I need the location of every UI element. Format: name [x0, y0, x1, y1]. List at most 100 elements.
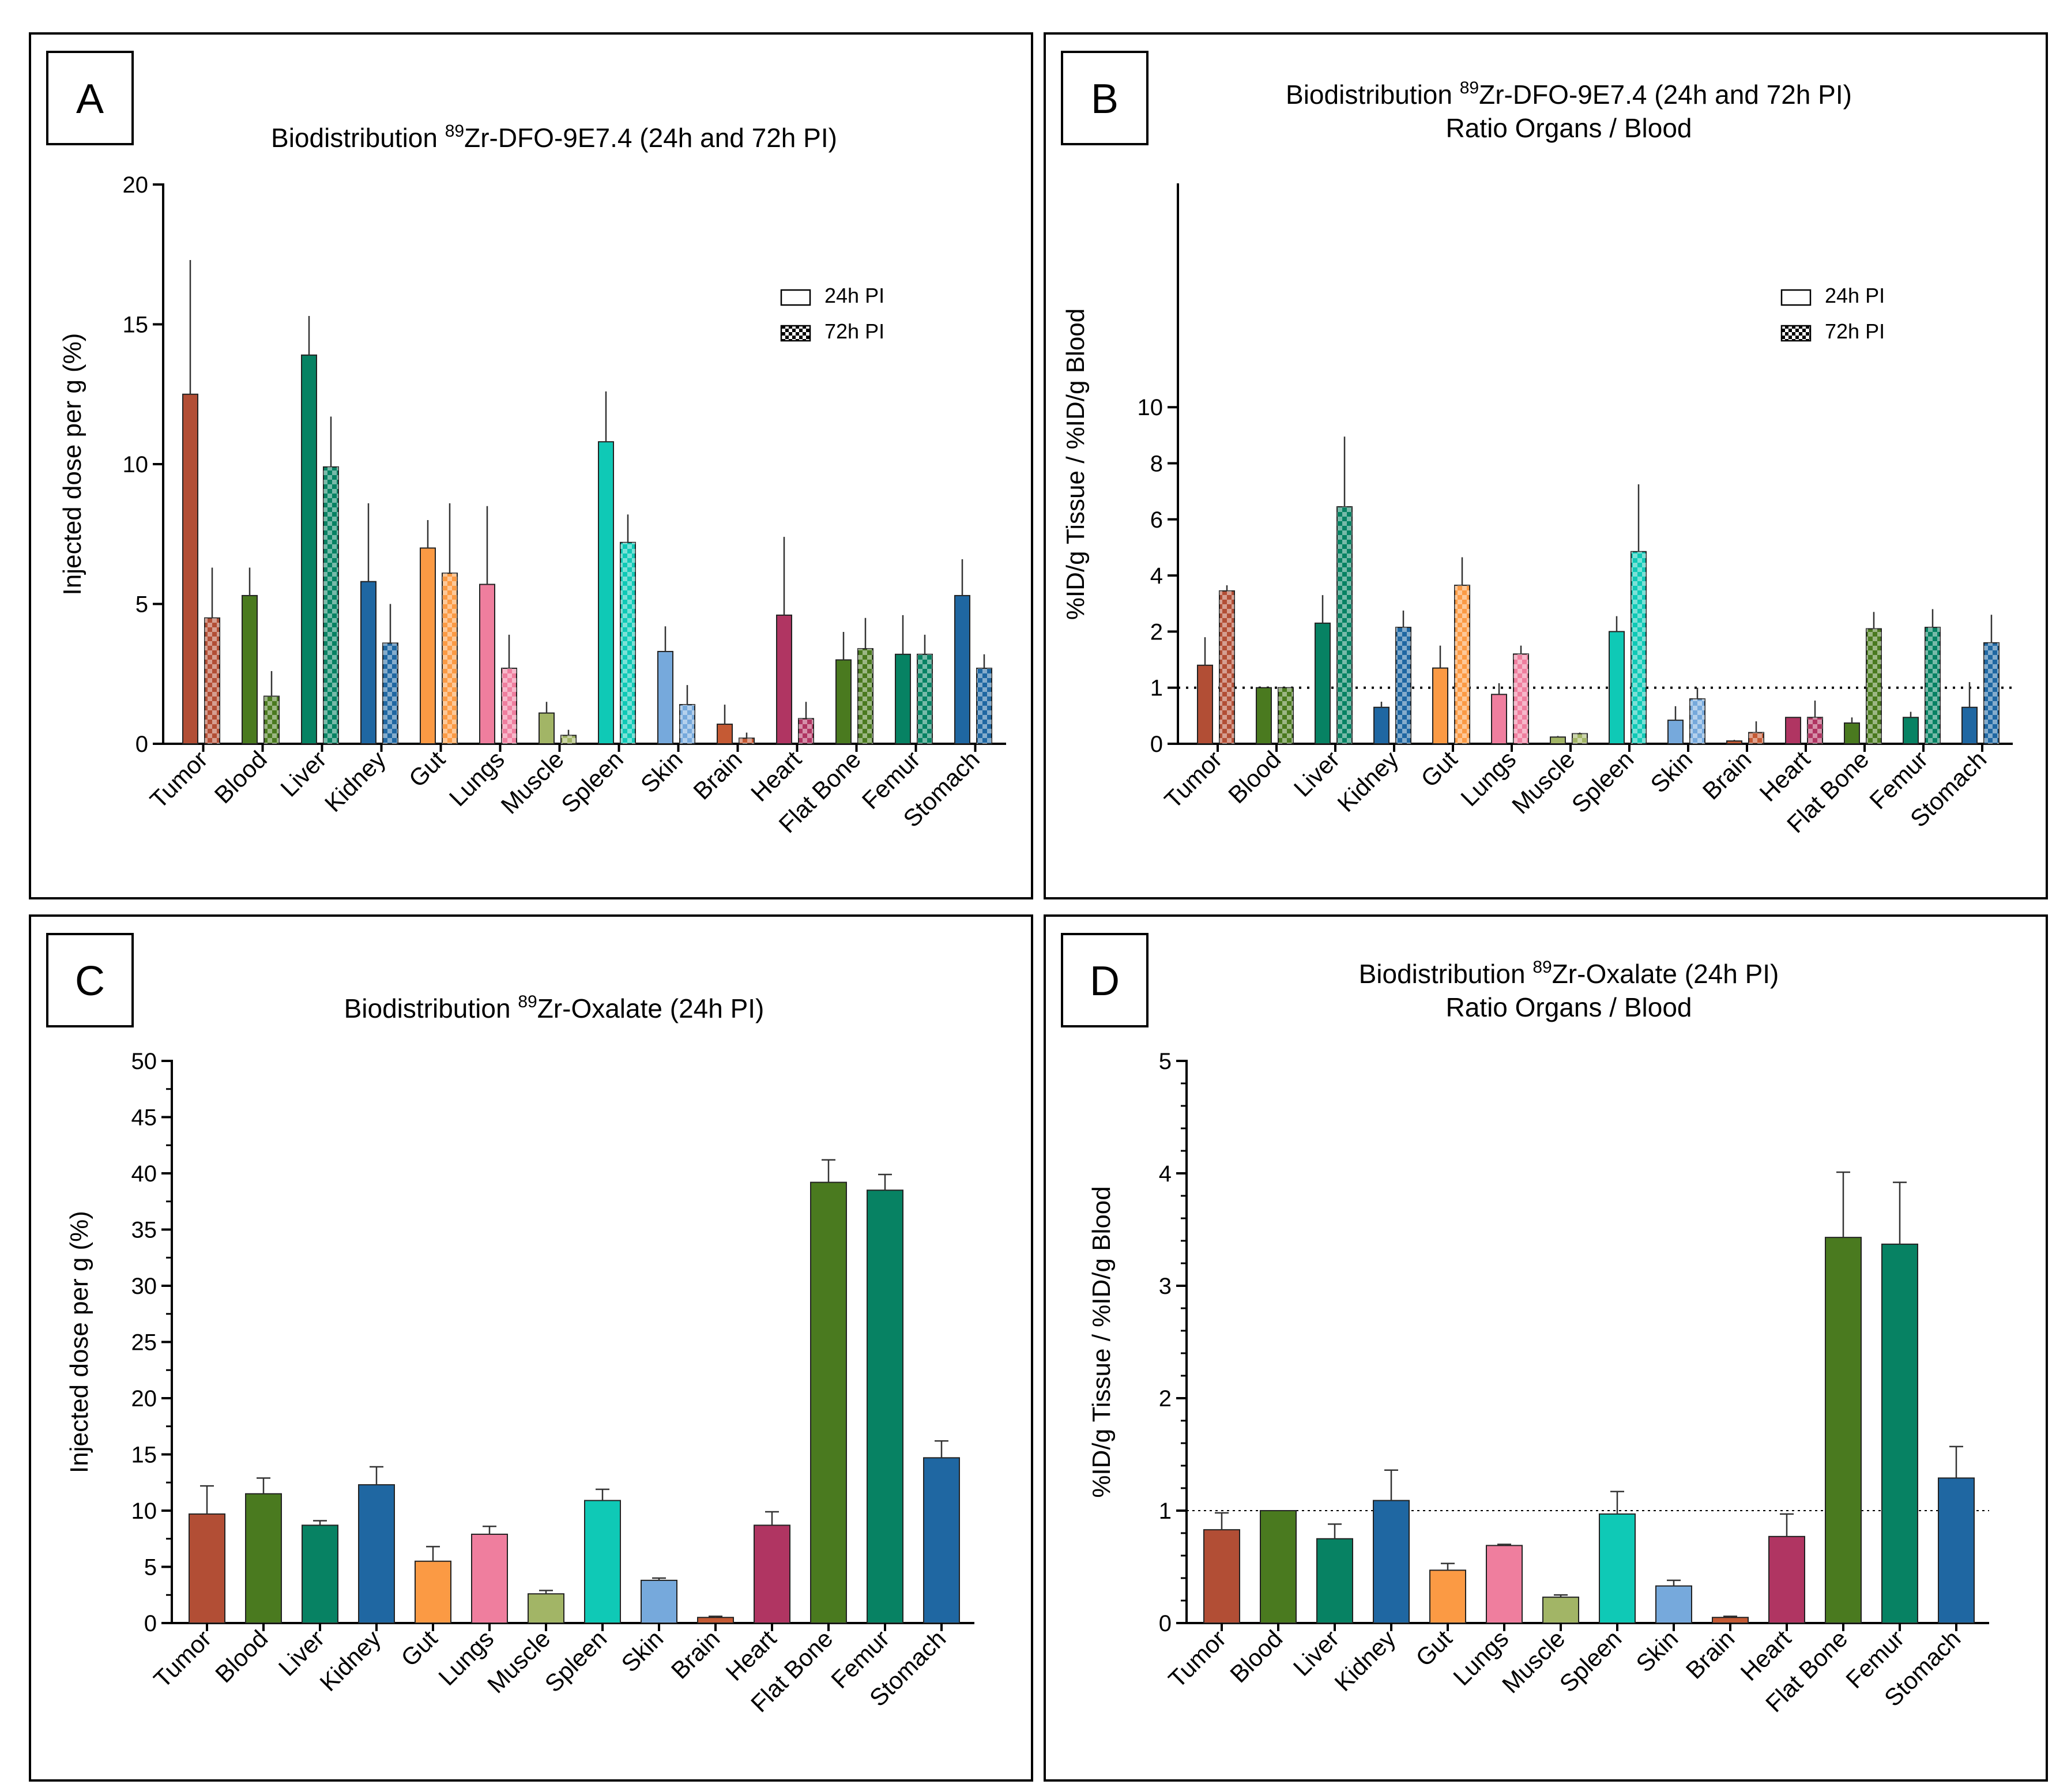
bar-pattern — [1396, 627, 1411, 744]
bar-pattern — [1278, 687, 1293, 744]
legend: 24h PI 72h PI — [780, 284, 884, 343]
bar-pattern — [1631, 551, 1646, 744]
bar — [182, 393, 198, 744]
bar — [1609, 631, 1625, 745]
category-label: Kidney — [319, 746, 391, 817]
panel-label: A — [76, 76, 104, 122]
category-label: Kidney — [1329, 1625, 1400, 1696]
bar — [302, 1524, 338, 1624]
bar — [1881, 1243, 1918, 1624]
y-tick-label: 8 — [1150, 451, 1163, 477]
panel-frame — [1044, 914, 2048, 1782]
bar-pattern — [442, 573, 457, 744]
panel-b: B Biodistribution 89Zr-DFO-9E7.4 (24h and… — [1044, 32, 2048, 899]
bar — [867, 1189, 903, 1624]
panel-label: B — [1091, 76, 1119, 122]
y-tick-label: 0 — [1150, 732, 1163, 757]
bar — [420, 547, 436, 744]
bar — [1256, 687, 1272, 744]
y-tick-label: 50 — [131, 1049, 157, 1074]
bar-pattern — [1866, 628, 1881, 744]
bar — [754, 1524, 790, 1624]
panel-label-box — [46, 933, 134, 1027]
bar-pattern — [1925, 627, 1940, 744]
legend-label-72h: 72h PI — [1825, 319, 1885, 343]
bar — [189, 1513, 225, 1624]
category-label: Spleen — [1554, 1625, 1627, 1697]
bar — [1260, 1510, 1297, 1624]
panel-frame — [1044, 32, 2048, 899]
category-label: Muscle — [1497, 1625, 1570, 1698]
y-tick-label: 1 — [1159, 1499, 1172, 1524]
bar — [657, 650, 673, 744]
bar — [1203, 1529, 1240, 1624]
category-label: Gut — [404, 746, 450, 792]
category-label: Tumor — [145, 746, 213, 814]
bar — [242, 594, 258, 744]
bar-pattern — [917, 654, 932, 744]
y-tick-label: 40 — [131, 1161, 157, 1187]
chart-subtitle: Ratio Organs / Blood — [1445, 992, 1692, 1022]
y-axis-label: Injected dose per g (%) — [58, 333, 86, 596]
y-tick-label: 35 — [131, 1218, 157, 1243]
bar-pattern — [561, 735, 576, 744]
bar — [1429, 1569, 1466, 1624]
category-label: Muscle — [1507, 746, 1580, 819]
category-label: Spleen — [1567, 746, 1639, 818]
category-label: Tumor — [148, 1625, 216, 1693]
y-tick-label: 15 — [123, 313, 149, 338]
bar — [528, 1593, 564, 1624]
bar — [1542, 1597, 1579, 1624]
legend-swatch-72h — [1780, 325, 1812, 342]
bar — [471, 1533, 508, 1624]
panel-label: D — [1090, 958, 1120, 1004]
bar-pattern — [1984, 642, 1999, 744]
bar — [1373, 706, 1390, 745]
bar — [584, 1500, 621, 1624]
bar-pattern — [1219, 590, 1234, 744]
bar-pattern — [799, 718, 814, 744]
category-label: Skin — [1645, 746, 1697, 798]
y-axis-label: %ID/g Tissue / %ID/g Blood — [1087, 1186, 1116, 1497]
bar — [1667, 720, 1684, 745]
bar-pattern — [739, 738, 754, 744]
bar-pattern — [1690, 699, 1705, 744]
bar — [598, 441, 614, 744]
category-label: Muscle — [496, 746, 569, 819]
bar-pattern — [1513, 654, 1528, 744]
bar-pattern — [502, 668, 517, 744]
bar-pattern — [858, 649, 873, 744]
legend-label-24h: 24h PI — [1825, 284, 1885, 307]
bar — [1844, 722, 1860, 745]
bar — [1655, 1585, 1692, 1624]
bar — [1197, 664, 1213, 745]
y-tick-label: 20 — [131, 1386, 157, 1411]
bar — [1825, 1237, 1862, 1624]
panel-label-box — [1061, 51, 1149, 145]
bar-pattern — [205, 618, 220, 744]
bar — [641, 1579, 677, 1624]
category-label: Gut — [1410, 1625, 1457, 1671]
y-tick-label: 15 — [131, 1443, 157, 1468]
bar — [717, 724, 733, 745]
panel-d: D Biodistribution 89Zr-Oxalate (24h PI)Ra… — [1044, 914, 2048, 1782]
bar — [1785, 717, 1801, 745]
y-tick-label: 3 — [1159, 1274, 1172, 1299]
chart-title: Biodistribution 89Zr-DFO-9E7.4 (24h and … — [271, 122, 837, 153]
category-label: Kidney — [314, 1625, 386, 1696]
y-tick-label: 0 — [1159, 1611, 1172, 1636]
y-tick-label: 4 — [1150, 563, 1163, 589]
legend: 24h PI 72h PI — [1780, 284, 1885, 343]
bar — [923, 1457, 960, 1624]
category-label: Brain — [1697, 746, 1757, 805]
category-label: Brain — [688, 746, 747, 805]
bar — [835, 659, 852, 744]
y-tick-label: 6 — [1150, 507, 1163, 533]
bar-pattern — [1749, 732, 1764, 744]
panel-a: A Biodistribution 89Zr-DFO-9E7.4 (24h and… — [29, 32, 1033, 899]
bar — [415, 1560, 451, 1624]
y-tick-label: 25 — [131, 1330, 157, 1356]
category-label: Skin — [1631, 1625, 1683, 1677]
panel-c: C Biodistribution 89Zr-Oxalate (24h PI) 0 5… — [29, 914, 1033, 1782]
